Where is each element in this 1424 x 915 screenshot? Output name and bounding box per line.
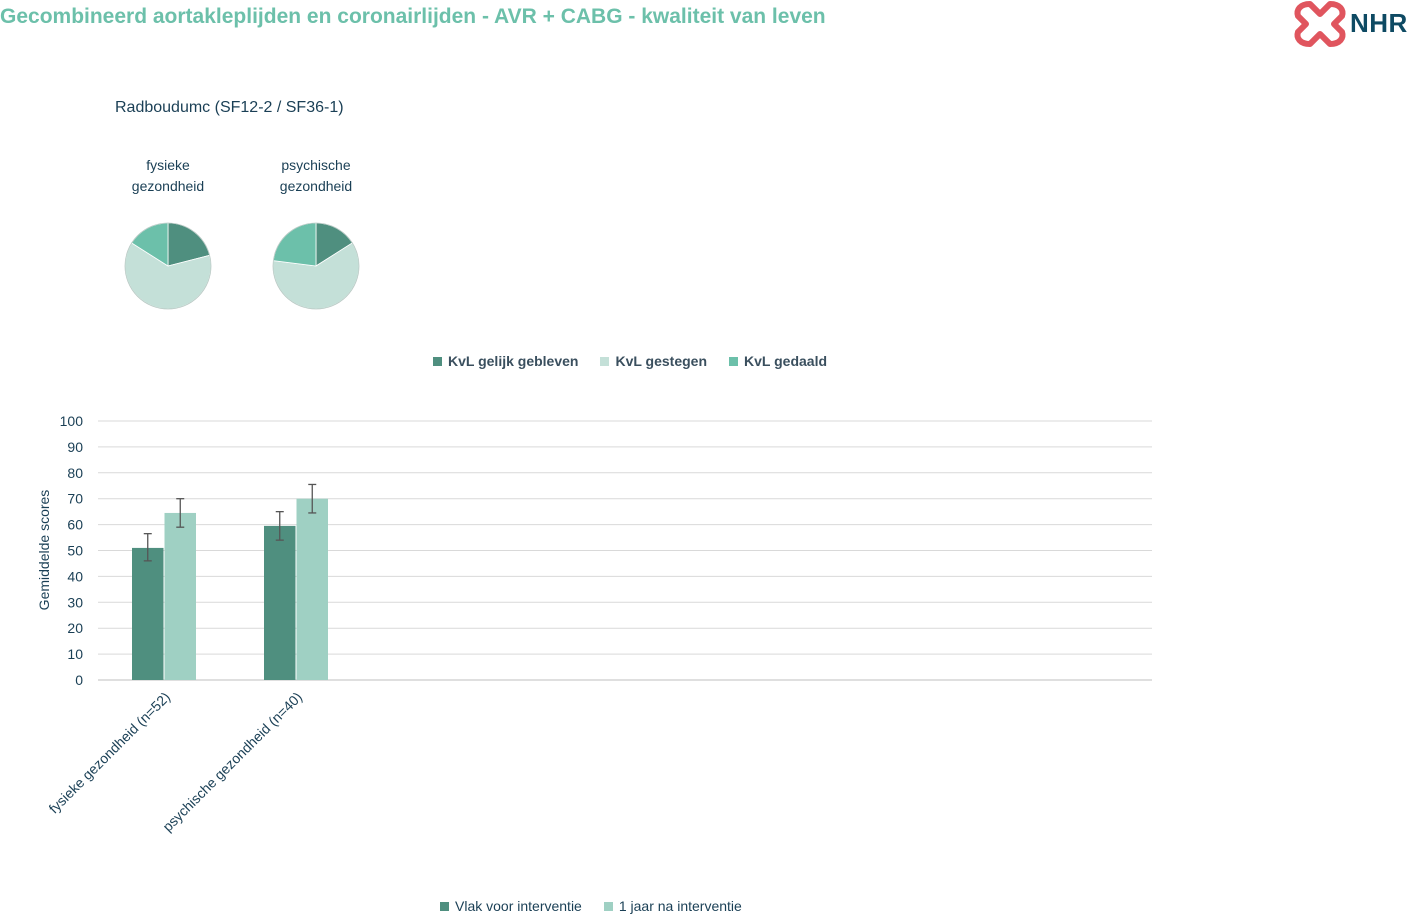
y-tick-label: 70 — [67, 491, 83, 507]
error-bar — [275, 510, 284, 541]
y-tick-label: 50 — [67, 543, 83, 559]
nhr-cross-logo-icon — [1294, 1, 1346, 47]
pie-legend-item-gelijk: KvL gelijk gebleven — [433, 353, 578, 369]
pie-legend-item-gestegen: KvL gestegen — [600, 353, 707, 369]
y-tick-label: 10 — [67, 646, 83, 662]
pie-legend: KvL gelijk gebleven KvL gestegen KvL ged… — [433, 353, 827, 369]
bar — [132, 547, 164, 680]
y-tick-label: 90 — [67, 439, 83, 455]
y-axis-label: Gemiddelde scores — [36, 489, 52, 611]
bar — [296, 498, 328, 680]
pie-label-fysiek: fysieke gezondheid — [103, 155, 233, 197]
bar — [164, 512, 196, 680]
bar — [264, 525, 296, 680]
y-tick-label: 100 — [60, 413, 84, 429]
error-bar — [308, 483, 317, 514]
pie-label-fysiek-line-2: gezondheid — [131, 178, 205, 194]
x-tick-label: psychische gezondheid (n=40) — [159, 689, 305, 835]
pie-legend-item-gedaald: KvL gedaald — [729, 353, 827, 369]
pie-legend-label-gestegen: KvL gestegen — [615, 353, 708, 369]
pie-legend-swatch-gedaald — [729, 356, 739, 366]
bar-legend: Vlak voor interventie 1 jaar na interven… — [440, 898, 742, 914]
pie-outline — [124, 222, 212, 310]
y-tick-label: 40 — [67, 568, 83, 584]
error-bar — [143, 533, 152, 562]
pie-legend-label-gelijk: KvL gelijk gebleven — [448, 353, 579, 369]
chart-subtitle: Radboudumc (SF12-2 / SF36-1) — [115, 99, 344, 116]
y-tick-label: 30 — [67, 594, 83, 610]
bar-legend-swatch-voor — [440, 901, 449, 911]
pie-legend-label-gedaald: KvL gedaald — [744, 353, 828, 369]
x-tick-label: fysieke gezondheid (n=52) — [45, 689, 173, 817]
y-tick-label: 20 — [67, 620, 83, 636]
y-tick-label: 60 — [67, 517, 83, 533]
pie-legend-swatch-gestegen — [600, 356, 610, 366]
pie-outline — [272, 222, 360, 310]
y-tick-label: 0 — [75, 672, 83, 688]
bar-legend-label-na: 1 jaar na interventie — [618, 898, 742, 914]
error-bar — [176, 498, 185, 528]
bar-legend-item-voor: Vlak voor interventie — [440, 898, 582, 914]
logo-text: NHR — [1350, 8, 1408, 38]
pie-label-psychisch-line-1: psychische — [281, 157, 351, 173]
y-tick-label: 80 — [67, 465, 83, 481]
pie-legend-swatch-gelijk — [433, 356, 442, 366]
pie-label-psychisch-line-2: gezondheid — [279, 178, 353, 194]
nhr-logo: NHR — [1292, 0, 1424, 48]
bar-legend-label-voor: Vlak voor interventie — [455, 898, 582, 914]
pie-label-fysiek-line-1: fysieke — [146, 157, 190, 173]
pie-label-psychisch: psychische gezondheid — [251, 155, 381, 197]
bar-legend-item-na: 1 jaar na interventie — [603, 898, 742, 914]
page-title: Gecombineerd aortakleplijden en coronair… — [0, 5, 826, 28]
pie-charts — [124, 222, 360, 310]
bar-legend-swatch-na — [603, 901, 613, 911]
